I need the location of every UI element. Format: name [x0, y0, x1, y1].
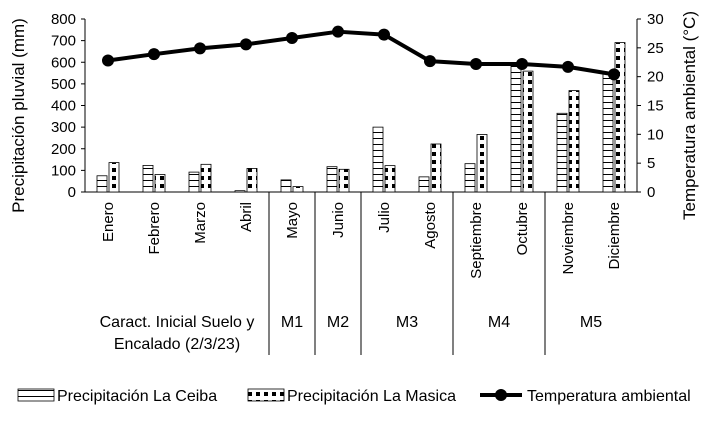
bar-la-ceiba [418, 176, 430, 193]
x-tick-label: Agosto [422, 202, 439, 249]
bar-la-ceiba [556, 112, 568, 193]
bar-la-masica [384, 165, 396, 193]
x-tick-label: Abril [238, 202, 255, 232]
group-label: M4 [488, 314, 510, 331]
temperature-point [286, 32, 298, 45]
bar-la-masica [522, 70, 534, 193]
y-tick-label: 300 [51, 119, 76, 136]
x-tick-label: Julio [376, 202, 393, 233]
y-tick-label: 400 [51, 98, 76, 115]
group-label: M5 [580, 314, 602, 331]
x-tick-label: Marzo [192, 202, 209, 244]
bar-la-ceiba [510, 64, 522, 193]
x-tick-label: Octubre [514, 202, 531, 255]
bar-la-ceiba [372, 126, 384, 193]
y2-axis-title: Temperatura ambiental (°C) [680, 11, 699, 220]
temperature-point [240, 38, 252, 51]
bar-la-ceiba [280, 179, 292, 193]
y2-tick-label: 10 [647, 126, 664, 143]
bar-la-ceiba [142, 165, 154, 193]
legend-label: Temperatura ambiental [527, 388, 691, 405]
y-axis-title: Precipitación pluvial (mm) [9, 18, 28, 213]
x-tick-label: Mayo [284, 202, 301, 239]
bar-la-masica [154, 174, 166, 193]
bar-la-masica [338, 168, 350, 193]
temperature-point [332, 25, 344, 38]
bar-la-masica [292, 186, 304, 193]
bar-la-masica [568, 90, 580, 193]
y2-tick-label: 15 [647, 98, 664, 115]
y-tick-label: 500 [51, 76, 76, 93]
y-tick-label: 700 [51, 33, 76, 50]
bar-la-masica [476, 134, 488, 193]
temperature-point [516, 57, 528, 70]
bar-la-ceiba [188, 171, 200, 193]
x-tick-label: Diciembre [606, 202, 623, 270]
x-tick-label: Febrero [146, 202, 163, 255]
group-label: M3 [396, 314, 418, 331]
temperature-point [562, 60, 574, 73]
legend-label: Precipitación La Ceiba [57, 388, 217, 405]
y2-tick-label: 30 [647, 11, 664, 28]
y-tick-label: 0 [68, 184, 76, 201]
bar-la-masica [430, 143, 442, 193]
bar-la-masica [614, 42, 626, 193]
temperature-point [608, 68, 620, 81]
bar-la-masica [246, 168, 258, 193]
y-tick-label: 800 [51, 11, 76, 28]
y2-tick-label: 25 [647, 40, 664, 57]
legend-swatch-la-ceiba [17, 388, 55, 402]
bar-la-ceiba [602, 73, 614, 193]
y2-tick-label: 5 [647, 155, 655, 172]
temperature-point [470, 57, 482, 70]
bar-la-ceiba [234, 190, 246, 193]
x-tick-label: Septiembre [468, 202, 485, 279]
legend-swatch-temperature-marker [495, 389, 507, 401]
bar-la-masica [108, 162, 120, 193]
bar-la-ceiba [96, 175, 108, 193]
bar-la-masica [200, 163, 212, 193]
bar-la-ceiba [464, 163, 476, 193]
group-label: M2 [327, 314, 349, 331]
temperature-point [378, 28, 390, 41]
temperature-line [107, 29, 615, 77]
y2-tick-label: 20 [647, 69, 664, 86]
y-tick-label: 100 [51, 162, 76, 179]
y2-tick-label: 0 [647, 184, 655, 201]
group-label: Encalado (2/3/23) [114, 336, 240, 353]
x-tick-label: Enero [100, 202, 117, 242]
group-label: Caract. Inicial Suelo y [100, 314, 255, 331]
group-label: M1 [281, 314, 303, 331]
bar-la-ceiba [326, 166, 338, 193]
x-tick-label: Junio [330, 202, 347, 238]
legend-swatch-la-masica [247, 388, 285, 402]
temperature-point [102, 54, 114, 67]
temperature-point [148, 48, 160, 61]
y-tick-label: 600 [51, 54, 76, 71]
legend-label: Precipitación La Masica [287, 388, 456, 405]
y-tick-label: 200 [51, 141, 76, 158]
x-tick-label: Noviembre [560, 202, 577, 275]
temperature-point [194, 42, 206, 55]
temperature-point [424, 55, 436, 68]
